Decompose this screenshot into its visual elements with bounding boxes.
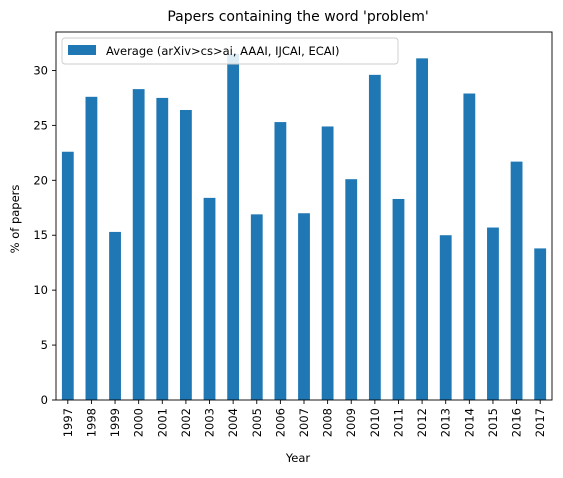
bar-2015	[487, 227, 499, 400]
y-tick-label: 0	[41, 393, 48, 407]
bar-2005	[250, 214, 263, 400]
bar-2002	[180, 109, 192, 401]
x-tick-label-2003: 2003	[203, 408, 217, 437]
x-tick-label-2014: 2014	[462, 408, 476, 437]
chart-title: Papers containing the word 'problem'	[167, 9, 428, 25]
x-tick-label-1999: 1999	[108, 408, 122, 437]
x-tick-label-2013: 2013	[439, 408, 453, 437]
y-tick-label: 25	[33, 118, 48, 132]
bar-2006	[274, 122, 287, 400]
x-tick-label-2017: 2017	[533, 408, 547, 437]
bar-1997	[61, 151, 74, 400]
bar-1999	[109, 231, 121, 400]
legend-swatch	[68, 45, 96, 55]
bar-2013	[439, 235, 452, 400]
bar-2001	[156, 97, 169, 400]
x-tick-label-2015: 2015	[486, 408, 500, 437]
x-tick-label-2012: 2012	[415, 408, 429, 437]
bar-1998	[85, 96, 98, 400]
x-tick-label-2005: 2005	[250, 408, 264, 437]
y-tick-label: 15	[33, 228, 48, 242]
bar-2003	[203, 197, 216, 400]
x-tick-label-2008: 2008	[321, 408, 335, 437]
x-tick-label-2007: 2007	[297, 408, 311, 437]
plot-frame	[55, 31, 553, 401]
legend-box	[61, 37, 399, 65]
bar-2009	[345, 179, 358, 400]
y-tick-label: 20	[33, 173, 48, 187]
x-axis: 1997 1998 1999 2000 2001 2002 2003 2004 2005 2006…	[61, 400, 547, 437]
y-axis-label: % of papers	[8, 185, 22, 254]
x-tick-label-2006: 2006	[273, 408, 287, 437]
x-tick-label-2004: 2004	[226, 408, 240, 437]
bar-2012	[416, 58, 428, 401]
x-tick-label-1997: 1997	[61, 408, 75, 437]
x-tick-label-2016: 2016	[510, 408, 524, 437]
x-tick-label-1998: 1998	[84, 408, 98, 437]
bar-2010	[368, 74, 381, 400]
x-tick-label-2010: 2010	[368, 408, 382, 437]
x-tick-label-2009: 2009	[344, 408, 358, 437]
bar-2007	[298, 213, 310, 400]
x-tick-label-2002: 2002	[179, 408, 193, 437]
x-axis-label: Year	[285, 451, 311, 465]
x-tick-label-2011: 2011	[391, 408, 405, 437]
y-axis: 0 5 10 15 20 25 30	[33, 63, 56, 407]
y-tick-label: 30	[33, 63, 48, 77]
bar-group	[61, 53, 547, 401]
bar-2011	[392, 198, 405, 400]
bar-2008	[321, 126, 334, 400]
legend-label: Average (arXiv>cs>ai, AAAI, IJCAI, ECAI)	[106, 44, 340, 58]
bar-2000	[132, 89, 145, 401]
x-tick-label-2000: 2000	[132, 408, 146, 437]
x-tick-label-2001: 2001	[155, 408, 169, 437]
bar-2004	[227, 53, 240, 400]
bar-2016	[510, 161, 523, 400]
bar-2017	[534, 248, 547, 400]
y-tick-label: 10	[33, 283, 48, 297]
bar-2014	[463, 93, 476, 401]
y-tick-label: 5	[41, 338, 48, 352]
legend: Average (arXiv>cs>ai, AAAI, IJCAI, ECAI)	[61, 37, 399, 65]
